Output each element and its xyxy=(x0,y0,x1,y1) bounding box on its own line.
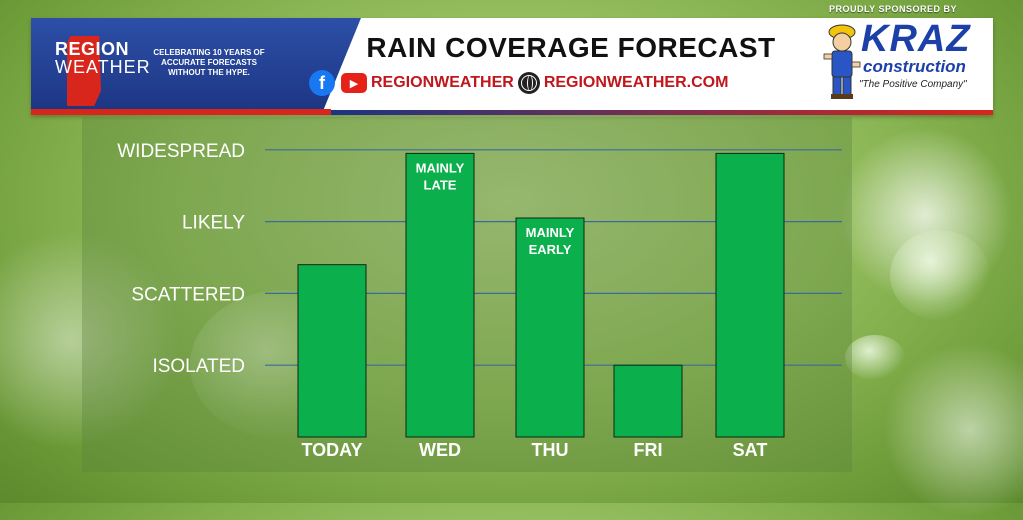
indiana-state-icon xyxy=(67,36,101,106)
construction-worker-mascot xyxy=(823,24,861,99)
x-tick-label: TODAY xyxy=(301,440,362,460)
chart-title: RAIN COVERAGE FORECAST xyxy=(366,32,776,63)
sponsor-logo: KRAZ xyxy=(861,18,971,60)
bar-annotation: EARLY xyxy=(529,242,572,257)
sponsor-logo-sub: construction xyxy=(863,57,966,76)
y-tick-label: LIKELY xyxy=(182,213,245,234)
youtube-icon[interactable]: ▶ xyxy=(341,73,367,93)
x-tick-label: FRI xyxy=(634,440,663,460)
logo-line1: REGION xyxy=(55,39,130,59)
sponsor-label: PROUDLY SPONSORED BY xyxy=(829,4,958,14)
x-tick-label: THU xyxy=(532,440,569,460)
bar-annotation: MAINLY xyxy=(416,160,465,175)
region-weather-logo: REGION WEATHER xyxy=(55,40,151,76)
y-tick-label: ISOLATED xyxy=(152,356,245,377)
bar xyxy=(715,152,785,438)
bar-chart: ISOLATED SCATTERED LIKELY WIDESPREAD TODAY MA… xyxy=(117,141,842,460)
brand-red-stripe xyxy=(31,109,331,115)
brand-panel: REGION WEATHER CELEBRATING 10 YEARS OF A… xyxy=(31,18,361,115)
x-tick-label: WED xyxy=(419,440,461,460)
social-links: f ▶ REGIONWEATHER REGIONWEATHER.COM xyxy=(309,68,728,98)
bar-annotation: LATE xyxy=(424,177,457,192)
logo-line2: WEATHER xyxy=(55,57,151,77)
x-tick-label: SAT xyxy=(733,440,768,460)
sponsor-block: PROUDLY SPONSORED BY KRAZ construction "… xyxy=(793,0,993,115)
website-link[interactable]: REGIONWEATHER.COM xyxy=(543,74,729,91)
header-accent-stripe xyxy=(331,110,993,115)
sponsor-tagline: "The Positive Company" xyxy=(859,79,967,90)
bar xyxy=(515,217,585,438)
bar xyxy=(405,152,475,438)
facebook-icon[interactable]: f xyxy=(309,70,335,96)
brand-tagline: CELEBRATING 10 YEARS OF ACCURATE FORECAS… xyxy=(153,48,265,77)
y-tick-label: SCATTERED xyxy=(131,284,245,305)
y-tick-label: WIDESPREAD xyxy=(117,141,245,162)
bar xyxy=(297,264,367,438)
social-handle[interactable]: REGIONWEATHER xyxy=(371,74,514,91)
bar-annotation: MAINLY xyxy=(526,225,575,240)
globe-icon[interactable] xyxy=(517,72,540,94)
bar xyxy=(613,364,683,438)
